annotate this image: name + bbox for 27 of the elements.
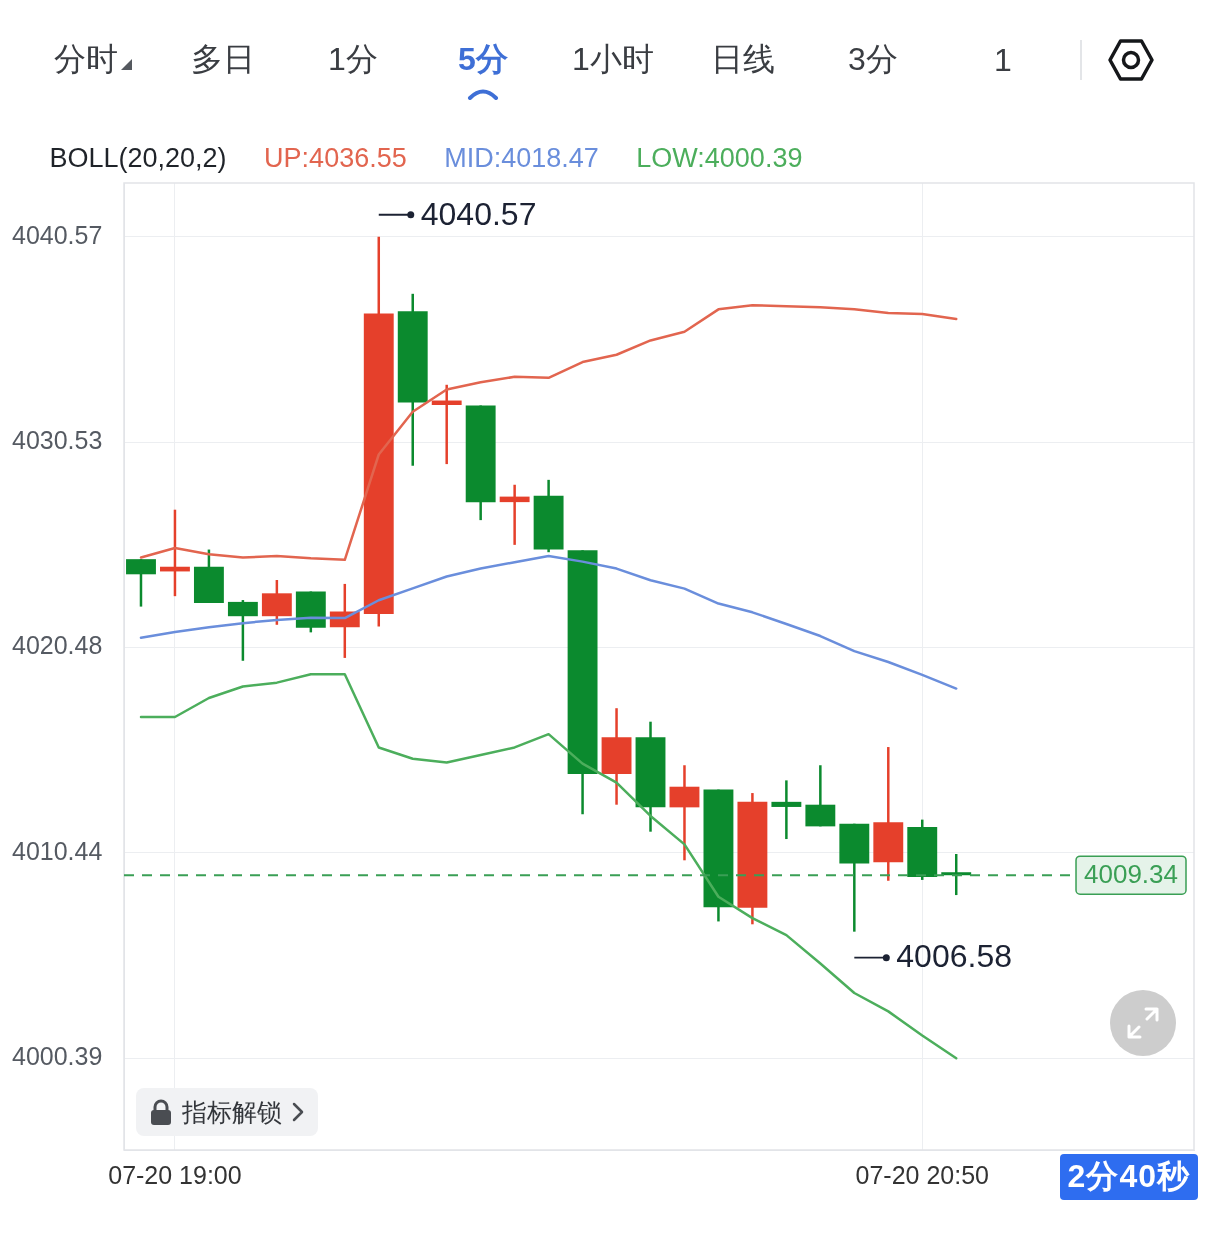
y-tick-label: 4040.57 bbox=[12, 220, 103, 249]
text: 3分 bbox=[848, 41, 898, 77]
text: 分时 bbox=[54, 41, 118, 77]
candlestick bbox=[771, 779, 802, 841]
text: MID:4018.47 bbox=[444, 142, 599, 173]
text: 日线 bbox=[711, 41, 775, 77]
annotation: 指标解锁 bbox=[182, 1096, 282, 1128]
text: 1 bbox=[994, 41, 1012, 78]
x-tick-label: 07-20 20:50 bbox=[855, 1160, 989, 1189]
text: 1分 bbox=[328, 41, 378, 77]
text: 5分 bbox=[458, 41, 508, 77]
annotation: 4040.57 bbox=[420, 195, 537, 232]
y-tick-label: 4010.44 bbox=[12, 836, 103, 865]
text: 1小时 bbox=[572, 41, 654, 77]
annotation: 4009.34 bbox=[1084, 859, 1178, 890]
legend-title: BOLL(20,20,2) bbox=[49, 142, 227, 173]
text: UP:4036.55 bbox=[264, 142, 407, 173]
text: 多日 bbox=[191, 41, 255, 77]
y-tick-label: 4030.53 bbox=[12, 425, 103, 454]
candlestick bbox=[431, 383, 462, 466]
text: LOW:4000.39 bbox=[636, 142, 803, 173]
text: 2分40秒 bbox=[1067, 1157, 1190, 1196]
y-tick-label: 4000.39 bbox=[12, 1042, 103, 1071]
y-tick-label: 4020.48 bbox=[12, 631, 103, 660]
annotation: 4006.58 bbox=[896, 938, 1012, 975]
x-tick-label: 07-20 19:00 bbox=[108, 1160, 242, 1189]
candlestick bbox=[499, 483, 530, 547]
